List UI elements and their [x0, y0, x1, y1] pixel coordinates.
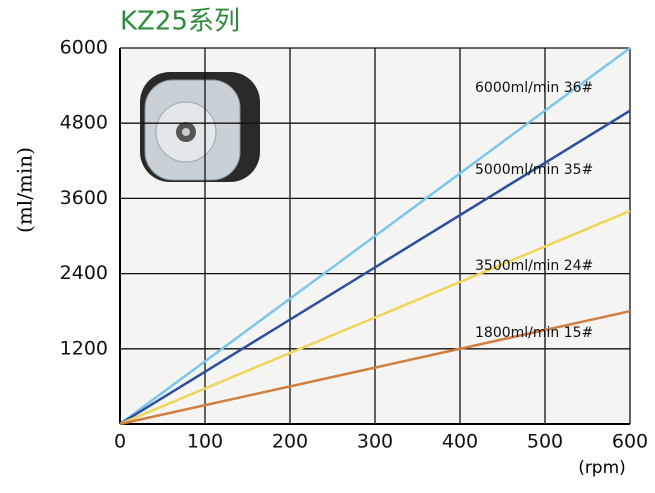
y-tick-label: 6000 — [60, 37, 108, 59]
pump-image — [140, 72, 260, 182]
x-tick-label: 600 — [612, 431, 648, 453]
x-tick-label: 200 — [272, 431, 308, 453]
series-line — [119, 109, 631, 426]
x-tick-label: 300 — [357, 431, 393, 453]
series-line — [119, 309, 631, 426]
line-annotation: 6000ml/min 36# — [475, 80, 593, 96]
line-annotation: 3500ml/min 24# — [475, 258, 593, 274]
x-tick-label: 500 — [527, 431, 563, 453]
x-tick-label: 400 — [442, 431, 478, 453]
y-tick-label: 1200 — [60, 337, 108, 359]
series-line — [119, 209, 631, 426]
x-tick-label: 100 — [187, 431, 223, 453]
y-tick-label: 3600 — [60, 187, 108, 209]
y-tick-label: 4800 — [60, 112, 108, 134]
x-axis-label: (rpm) — [578, 458, 626, 478]
x-tick-label: 0 — [114, 431, 126, 453]
line-annotation: 5000ml/min 35# — [475, 162, 593, 178]
y-axis-label: (ml/min) — [13, 147, 37, 233]
series-line — [119, 46, 631, 426]
y-tick-label: 2400 — [60, 262, 108, 284]
chart-title: KZ25系列 — [120, 7, 240, 37]
line-annotation: 1800ml/min 15# — [475, 325, 593, 341]
